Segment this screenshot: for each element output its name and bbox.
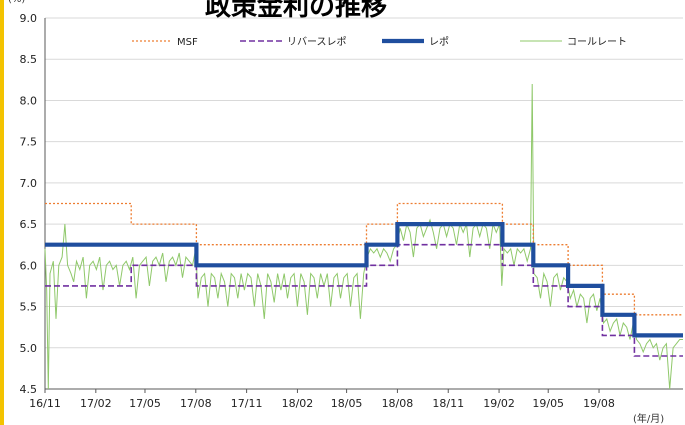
y-tick-label: 5.5 [20,301,38,314]
y-tick-label: 4.5 [20,383,38,396]
y-tick-label: 7.0 [20,177,38,190]
x-tick-label: 17/02 [80,397,112,410]
x-tick-label: 17/08 [180,397,212,410]
x-tick-label: 18/05 [331,397,363,410]
series-line-4 [44,83,683,390]
y-tick-label: 7.5 [20,136,38,149]
y-tick-label: 5.0 [20,342,38,355]
x-tick-label: 19/02 [483,397,515,410]
series-line-2 [45,243,683,357]
x-tick-label: 18/02 [282,397,314,410]
legend-label-2: リバースレポ [287,36,347,48]
x-tick-label: 18/08 [382,397,414,410]
y-tick-label: 9.0 [20,12,38,25]
y-tick-label: 8.0 [20,94,38,107]
x-tick-label: 17/05 [129,397,161,410]
y-tick-label: 6.0 [20,259,38,272]
legend-label-1: MSF [177,37,198,48]
legend-label-4: コールレート [567,37,627,48]
x-tick-label: 16/11 [29,397,61,410]
y-tick-label: 8.5 [20,53,38,66]
x-tick-label: 19/05 [532,397,564,410]
accent-bar [0,0,4,425]
y-tick-label: 6.5 [20,218,38,231]
y-axis-unit: (%) [8,0,25,5]
legend-label-3: レポ [429,36,449,48]
x-tick-label: 18/11 [432,397,464,410]
x-tick-label: 19/08 [583,397,615,410]
chart-title: 政策金利の推移 [205,0,388,22]
x-axis-unit: (年/月) [633,414,665,425]
series-line-1 [45,202,683,316]
series-line-3 [45,222,683,338]
x-tick-label: 17/11 [231,397,263,410]
